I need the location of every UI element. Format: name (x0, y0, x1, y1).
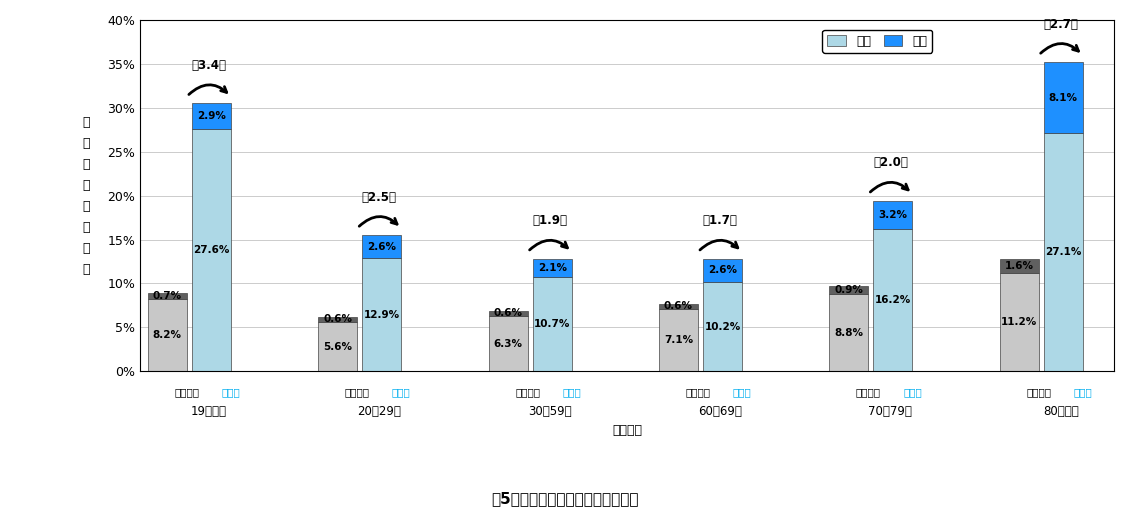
Text: 10.7%: 10.7% (534, 319, 570, 329)
Bar (999, 259, 1039, 273)
Text: 0.6%: 0.6% (493, 308, 523, 318)
Text: 2.9%: 2.9% (198, 111, 226, 121)
Text: 80歳以上: 80歳以上 (1043, 405, 1078, 418)
Text: 8.2%: 8.2% (152, 330, 182, 341)
Text: 27.1%: 27.1% (1045, 247, 1082, 258)
Bar (1044, 62, 1083, 133)
Text: 7.1%: 7.1% (664, 335, 693, 345)
Bar (489, 310, 527, 316)
Text: 有効免許: 有効免許 (515, 387, 540, 397)
Legend: 重傷, 死亡: 重傷, 死亡 (822, 30, 933, 53)
Text: 20〜29歳: 20〜29歳 (358, 405, 401, 418)
Text: 16.2%: 16.2% (875, 295, 911, 305)
Bar (148, 299, 187, 371)
Text: 0.9%: 0.9% (834, 285, 864, 295)
Bar (1044, 133, 1083, 371)
Bar (830, 294, 868, 371)
Text: 2.6%: 2.6% (367, 242, 396, 251)
Text: 5.6%: 5.6% (323, 342, 352, 352)
Text: 有効免許: 有効免許 (685, 387, 710, 397)
Text: 0.6%: 0.6% (323, 315, 352, 325)
Text: 約2.5倍: 約2.5倍 (361, 190, 396, 204)
Text: 12.9%: 12.9% (364, 309, 400, 320)
Bar (192, 103, 231, 129)
Text: 有効免許: 有効免許 (856, 387, 881, 397)
Text: 無免許: 無免許 (733, 387, 752, 397)
Bar (830, 286, 868, 294)
Text: 無免許: 無免許 (562, 387, 581, 397)
Bar (659, 309, 698, 371)
Bar (703, 259, 742, 281)
Text: 約1.9倍: 約1.9倍 (532, 214, 567, 228)
Text: 1.6%: 1.6% (1005, 261, 1034, 271)
Bar (148, 293, 187, 299)
Y-axis label: 重
大
事
故
発
生
割
合: 重 大 事 故 発 生 割 合 (82, 116, 90, 276)
Bar (874, 229, 912, 371)
Text: 約3.4倍: 約3.4倍 (192, 59, 227, 72)
Text: 図5　年齢層別の重大事故発生割合: 図5 年齢層別の重大事故発生割合 (491, 492, 638, 506)
Bar (192, 129, 231, 371)
Text: 無免許: 無免許 (221, 387, 240, 397)
Text: 8.8%: 8.8% (834, 328, 864, 337)
Text: 有効免許: 有効免許 (174, 387, 200, 397)
Text: 30〜59歳: 30〜59歳 (528, 405, 571, 418)
Text: 0.6%: 0.6% (664, 301, 693, 312)
Text: 3.2%: 3.2% (878, 210, 908, 220)
Text: 無免許: 無免許 (1074, 387, 1092, 397)
Text: 8.1%: 8.1% (1049, 93, 1078, 103)
Text: 27.6%: 27.6% (193, 245, 229, 255)
Text: 10.2%: 10.2% (704, 322, 741, 331)
Text: 2.1%: 2.1% (537, 263, 567, 273)
Text: 0.7%: 0.7% (152, 291, 182, 301)
Text: 有効免許: 有効免許 (344, 387, 369, 397)
Text: 無免許: 無免許 (903, 387, 921, 397)
Text: 年齢層別: 年齢層別 (612, 424, 642, 437)
Text: 約2.0倍: 約2.0倍 (873, 156, 908, 169)
Text: 60〜69歳: 60〜69歳 (698, 405, 742, 418)
Text: 11.2%: 11.2% (1001, 317, 1038, 327)
Text: 約1.7倍: 約1.7倍 (702, 214, 737, 228)
Text: 6.3%: 6.3% (493, 338, 523, 349)
Text: 2.6%: 2.6% (708, 265, 737, 275)
Bar (533, 259, 571, 277)
Bar (533, 277, 571, 371)
Bar (318, 317, 357, 322)
Text: 無免許: 無免許 (392, 387, 411, 397)
Text: 約2.7倍: 約2.7倍 (1043, 17, 1078, 31)
Bar (659, 304, 698, 309)
Bar (489, 316, 527, 371)
Text: 70〜79歳: 70〜79歳 (868, 405, 912, 418)
Text: 有効免許: 有効免許 (1026, 387, 1051, 397)
Bar (874, 201, 912, 229)
Bar (999, 273, 1039, 371)
Bar (362, 235, 401, 258)
Bar (703, 281, 742, 371)
Text: 19歳以下: 19歳以下 (191, 405, 227, 418)
Bar (362, 258, 401, 371)
Bar (318, 322, 357, 371)
